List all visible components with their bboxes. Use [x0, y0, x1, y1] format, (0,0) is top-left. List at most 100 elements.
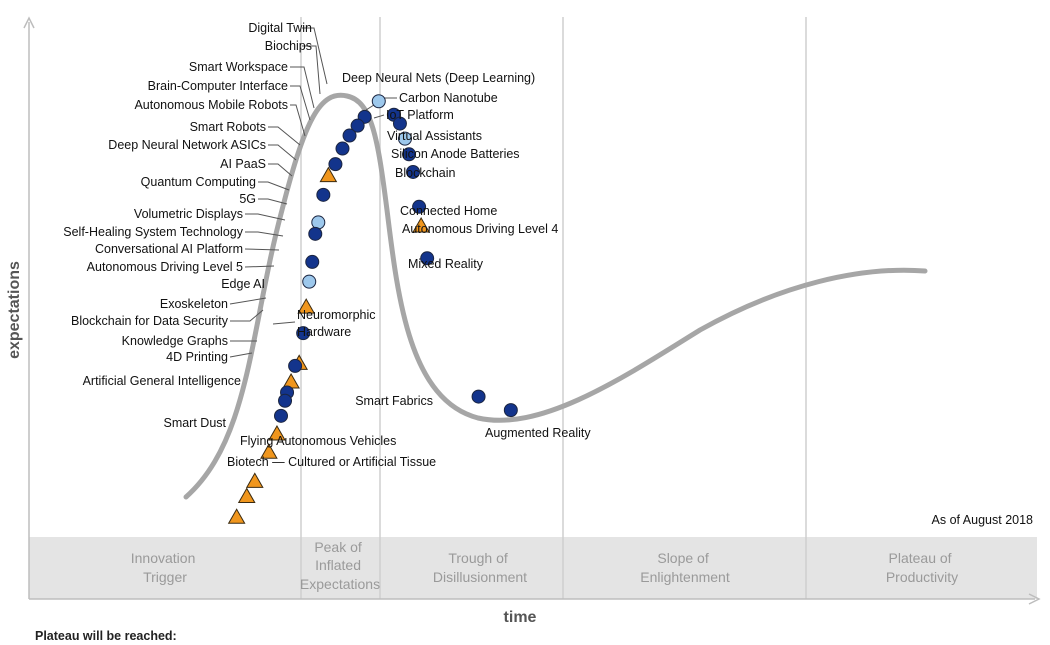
marker-conversational-ai-platform: [296, 326, 311, 341]
label-deep-neural-nets-deep-learning: Deep Neural Nets (Deep Learning): [342, 71, 535, 85]
marker-mixed-reality: [420, 251, 435, 266]
as-of-label: As of August 2018: [932, 513, 1034, 527]
label-smart-dust: Smart Dust: [163, 416, 226, 430]
y-axis-title: expectations: [6, 261, 23, 359]
marker-neuromorphic-hardware: [278, 393, 293, 408]
label-iot-platform: IoT Platform: [386, 108, 454, 122]
marker-autonomous-driving-level-4: [412, 217, 430, 233]
leader-neuromorphic-hardware: [272, 321, 296, 325]
phase-slope-line-2: Enlightenment: [640, 569, 730, 585]
leader-iot-platform: [373, 114, 385, 119]
leader-smart-robots: [268, 126, 301, 146]
marker-smart-robots: [319, 166, 338, 183]
marker-silicon-anode-batteries: [402, 147, 417, 162]
label-quantum-computing: Quantum Computing: [141, 175, 256, 189]
y-axis-arrow: [23, 16, 35, 29]
leader-5g: [258, 198, 288, 205]
leader-biochips: [302, 45, 321, 95]
leader-brain-computer-interface: [290, 85, 311, 121]
marker-self-healing-system-technology: [297, 298, 316, 314]
phase-peak-line-3: Expectations: [300, 576, 380, 592]
marker-iot-platform: [392, 116, 407, 131]
label-blockchain: Blockchain: [395, 166, 455, 180]
phase-trough-line-1: Trough of: [448, 550, 508, 566]
marker-smart-dust: [245, 472, 264, 488]
phase-slope-line-1: Slope of: [657, 550, 708, 566]
label-connected-home: Connected Home: [400, 204, 497, 218]
label-biochips: Biochips: [265, 39, 312, 53]
label-conversational-ai-platform: Conversational AI Platform: [95, 242, 243, 256]
marker-ai-paas: [311, 215, 326, 230]
marker-augmented-reality: [503, 403, 518, 418]
marker-virtual-assistants: [397, 131, 412, 146]
marker-biotech-cultured-or-artificial-tissue: [227, 508, 246, 524]
phase-trough: Trough of Disillusionment: [433, 550, 527, 585]
phase-plateau-line-1: Plateau of: [889, 550, 952, 566]
label-smart-fabrics: Smart Fabrics: [355, 394, 433, 408]
label-ai-paas: AI PaaS: [220, 157, 266, 171]
hype-curve: [183, 92, 928, 500]
markers: [227, 94, 518, 524]
leader-smart-workspace: [290, 66, 315, 109]
label-brain-computer-interface: Brain-Computer Interface: [148, 79, 288, 93]
phase-plateau-line-2: Productivity: [886, 569, 958, 585]
leader-autonomous-driving-level-5: [244, 265, 275, 268]
leader-4d-printing: [229, 352, 253, 358]
label-virtual-assistants: Virtual Assistants: [387, 129, 482, 143]
axes: [23, 16, 1041, 605]
label-augmented-reality: Augmented Reality: [485, 426, 591, 440]
marker-4d-printing: [268, 425, 286, 441]
marker-brain-computer-interface: [335, 141, 350, 156]
marker-labels: Digital Twin Biochips Smart Workspace Brain…: [63, 21, 591, 469]
marker-quantum-computing: [308, 226, 323, 241]
label-exoskeleton: Exoskeleton: [160, 297, 228, 311]
leader-conversational-ai-platform: [244, 248, 280, 251]
label-blockchain-for-data-security: Blockchain for Data Security: [71, 314, 229, 328]
phase-innovation-line-1: Innovation: [131, 550, 196, 566]
leader-deep-neural-network-asics: [268, 144, 297, 161]
phase-innovation-line-2: Trigger: [143, 569, 187, 585]
label-knowledge-graphs: Knowledge Graphs: [122, 334, 228, 348]
leader-self-healing-system-technology: [245, 231, 284, 237]
label-autonomous-mobile-robots: Autonomous Mobile Robots: [134, 98, 288, 112]
label-autonomous-driving-level-5: Autonomous Driving Level 5: [87, 260, 243, 274]
label-autonomous-driving-level-4: Autonomous Driving Level 4: [402, 222, 558, 236]
label-digital-twin: Digital Twin: [248, 21, 312, 35]
marker-deep-neural-nets-deep-learning: [371, 94, 386, 109]
marker-smart-workspace: [342, 128, 357, 143]
leader-carbon-nanotube: [365, 97, 397, 111]
label-volumetric-displays: Volumetric Displays: [134, 207, 243, 221]
marker-volumetric-displays: [302, 274, 317, 289]
leader-exoskeleton: [229, 297, 267, 305]
phase-slope: Slope of Enlightenment: [640, 550, 730, 585]
phase-labels: Innovation Trigger Peak of Inflated Expe…: [131, 539, 958, 592]
marker-connected-home: [412, 199, 427, 214]
marker-knowledge-graphs: [274, 408, 288, 423]
label-self-healing-system-technology: Self-Healing System Technology: [63, 225, 243, 239]
leader-blockchain-for-data-security: [230, 309, 264, 322]
marker-deep-neural-network-asics: [316, 187, 331, 202]
label-silicon-anode-batteries: Silicon Anode Batteries: [391, 147, 520, 161]
leader-ai-paas: [268, 163, 293, 177]
marker-autonomous-mobile-robots: [328, 157, 343, 172]
label-5g: 5G: [239, 192, 256, 206]
label-neuromorphic-hardware: Neuromorphic Hardware: [297, 308, 376, 339]
label-4d-printing: 4D Printing: [166, 350, 228, 364]
leader-digital-twin: [302, 27, 328, 85]
marker-5g: [305, 254, 320, 269]
leader-autonomous-mobile-robots: [290, 104, 306, 137]
label-carbon-nanotube: Carbon Nanotube: [399, 91, 498, 105]
label-deep-neural-network-asics: Deep Neural Network ASICs: [108, 138, 266, 152]
footer-label: Plateau will be reached:: [35, 629, 177, 643]
leader-quantum-computing: [258, 181, 290, 191]
phase-plateau: Plateau of Productivity: [886, 550, 958, 585]
phase-trough-line-2: Disillusionment: [433, 569, 527, 585]
leader-lines: [229, 27, 397, 358]
marker-smart-fabrics: [471, 389, 486, 404]
marker-blockchain: [406, 164, 421, 179]
x-axis-title: time: [504, 609, 537, 626]
marker-biochips: [350, 118, 365, 133]
label-biotech-cultured-or-artificial-tissue: Biotech — Cultured or Artificial Tissue: [227, 455, 436, 469]
label-edge-ai: Edge AI: [221, 277, 265, 291]
